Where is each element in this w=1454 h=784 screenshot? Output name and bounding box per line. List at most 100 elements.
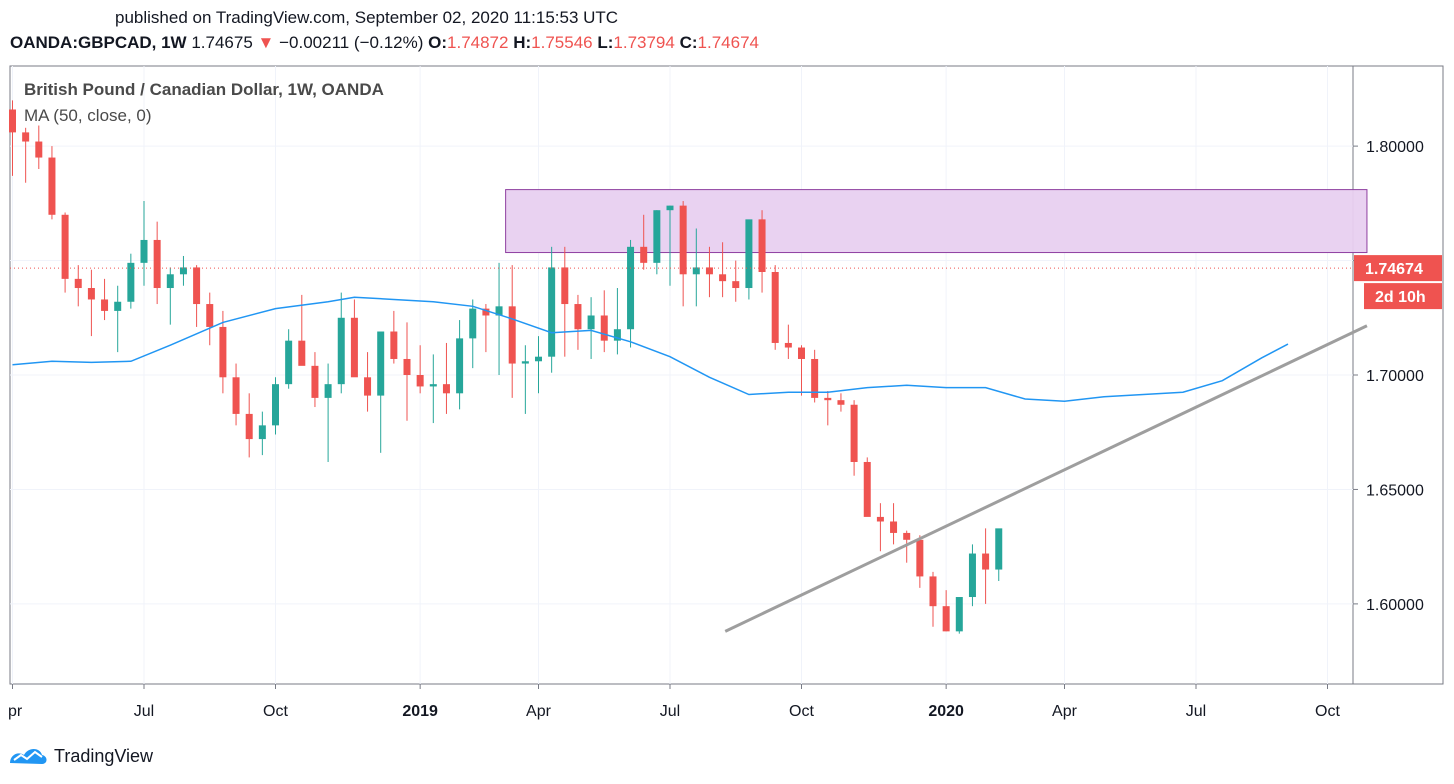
- candle-body: [403, 358, 411, 375]
- candle-body: [429, 384, 437, 387]
- candle-body: [390, 331, 398, 359]
- candle-body: [955, 597, 963, 632]
- candle-body: [232, 377, 240, 414]
- candle-body: [508, 306, 516, 364]
- candle-body: [179, 267, 187, 275]
- candle-body: [364, 377, 372, 396]
- candle-body: [245, 413, 253, 440]
- high-label: H:: [513, 33, 532, 52]
- candle-body: [35, 141, 43, 158]
- candle-body: [574, 304, 582, 330]
- candle-body: [416, 375, 424, 387]
- tradingview-brand[interactable]: TradingView: [8, 745, 153, 767]
- candle-body: [705, 267, 713, 275]
- x-tick-label: Oct: [1315, 703, 1340, 720]
- x-tick-label: Apr: [1052, 703, 1078, 720]
- candle-body: [824, 397, 832, 401]
- candle-body: [61, 214, 69, 279]
- high-value: 1.75546: [531, 33, 593, 52]
- candle-body: [324, 384, 332, 398]
- x-tick-label: Jul: [134, 703, 154, 720]
- candle-body: [890, 521, 898, 533]
- support-trendline: [724, 324, 1368, 633]
- candle-body: [469, 308, 477, 339]
- candle-body: [929, 576, 937, 607]
- candle-body: [101, 299, 109, 311]
- candle-body: [968, 553, 976, 598]
- x-tick-label: Oct: [263, 703, 288, 720]
- candle-body: [87, 288, 95, 300]
- y-tick-label: 1.60000: [1366, 597, 1424, 614]
- down-arrow-icon: ▼: [257, 33, 275, 52]
- symbol[interactable]: OANDA:GBPCAD, 1W: [10, 33, 187, 52]
- candle-body: [166, 274, 174, 289]
- countdown-tag: [1364, 283, 1442, 310]
- candle-body: [600, 315, 608, 341]
- candle-body: [521, 361, 529, 364]
- candle-body: [140, 239, 148, 263]
- candle-body: [732, 281, 740, 289]
- price-tags: 1.74674 2d 10h: [10, 255, 1442, 310]
- close-label: C:: [679, 33, 698, 52]
- y-tick-label: 1.80000: [1366, 139, 1424, 156]
- candle-body: [561, 267, 569, 305]
- candle-body: [298, 340, 306, 366]
- candle-body: [9, 109, 16, 133]
- candle-body: [653, 210, 661, 263]
- chart-title: British Pound / Canadian Dollar, 1W, OAN…: [24, 80, 384, 99]
- candle-body: [456, 338, 464, 394]
- candle-body: [285, 340, 293, 385]
- x-tick-label: Oct: [789, 703, 814, 720]
- price-change: −0.00211 (−0.12%): [279, 33, 424, 52]
- x-tick-label: Apr: [526, 703, 552, 720]
- open-value: 1.74872: [447, 33, 509, 52]
- x-axis: pr Jul Oct 2019 Apr Jul Oct 2020 Apr Jul Oct: [8, 684, 1341, 720]
- candle-body: [758, 219, 766, 272]
- candle-body: [613, 329, 621, 341]
- candle-body: [114, 301, 122, 311]
- candle-body: [272, 384, 279, 426]
- candle-body: [784, 342, 792, 348]
- candle-body: [627, 246, 635, 330]
- last-price: 1.74675: [191, 33, 253, 52]
- candle-body: [337, 317, 345, 385]
- candle-body: [863, 461, 871, 517]
- candle-body: [850, 404, 858, 462]
- candle-body: [798, 347, 805, 359]
- candle-body: [482, 308, 490, 316]
- candle-body: [640, 246, 648, 263]
- candle-body: [692, 267, 700, 275]
- x-tick-label: 2019: [402, 703, 438, 720]
- tradingview-logo-icon: [10, 749, 47, 764]
- candle-body: [219, 326, 227, 378]
- grid-lines: [10, 66, 1353, 684]
- candle-body: [22, 132, 30, 142]
- candle-body: [495, 306, 503, 316]
- candle-body: [837, 400, 845, 405]
- candle-body: [442, 384, 450, 394]
- candle-body: [771, 272, 779, 343]
- candle-body: [745, 219, 753, 289]
- moving-average-group: [12, 296, 1289, 403]
- candle-body: [679, 205, 687, 275]
- candle-body: [377, 331, 385, 396]
- countdown-tag-label: 2d 10h: [1375, 289, 1426, 306]
- last-price-tag: [1354, 255, 1442, 282]
- candle-body: [587, 315, 595, 330]
- last-price-tag-label: 1.74674: [1365, 261, 1423, 278]
- ma-line: [12, 296, 1289, 403]
- close-value: 1.74674: [697, 33, 759, 52]
- indicator-label[interactable]: MA (50, close, 0): [24, 106, 152, 125]
- candle-body: [127, 262, 135, 302]
- candle-body: [916, 539, 924, 577]
- resistance-zone: [505, 189, 1368, 254]
- quote-line: OANDA:GBPCAD, 1W 1.74675 ▼ −0.00211 (−0.…: [10, 33, 759, 53]
- published-line: published on TradingView.com, September …: [115, 8, 619, 27]
- low-label: L:: [597, 33, 614, 52]
- trendline-group: [724, 324, 1368, 633]
- candle-body: [666, 205, 674, 211]
- candle-body: [153, 239, 161, 289]
- candle-body: [942, 606, 950, 632]
- open-label: O:: [428, 33, 448, 52]
